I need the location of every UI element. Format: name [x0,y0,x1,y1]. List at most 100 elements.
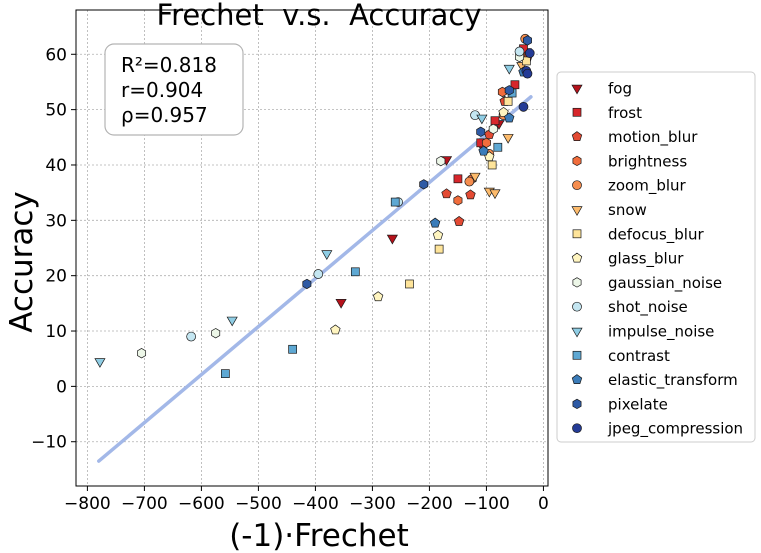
legend-entry-snow: snow [571,201,647,219]
point-jpeg-compression [522,68,533,79]
point-motion-blur [453,215,465,226]
y-axis-label: Accuracy [4,191,40,333]
x-tick-label: −300 [349,494,396,514]
stat-r-squared: R²=0.818 [121,53,217,77]
legend-entry-defocus-blur: defocus_blur [572,225,704,244]
legend-marker [572,155,582,167]
legend-label: impulse_noise [608,323,714,342]
legend-label: pixelate [608,395,668,413]
point-brightness [453,195,463,206]
legend-entry-brightness: brightness [572,152,687,170]
point-pixelate [302,278,312,290]
y-tick-label: −10 [31,433,67,453]
x-tick-label: 0 [538,494,549,514]
point-snow [469,172,481,183]
legend-marker [571,84,583,95]
point-gaussian-noise [436,155,446,167]
x-tick-label: −200 [406,494,453,514]
legend-label: motion_blur [608,128,698,147]
legend-label: shot_noise [608,298,688,317]
point-contrast [288,344,297,354]
point-gaussian-noise [137,348,147,359]
legend-label: gaussian_noise [608,274,722,293]
y-tick-label: 0 [56,377,67,397]
point-jpeg-compression [518,102,529,112]
point-pixelate [504,85,514,96]
point-impulse-noise [476,114,488,125]
point-impulse-noise [321,250,333,260]
point-shot-noise [514,46,525,57]
point-brightness [481,137,491,148]
point-defocus-blur [405,279,414,289]
point-jpeg-compression [524,48,535,59]
point-defocus-blur [521,56,531,66]
y-tick-label: 20 [45,267,67,287]
legend-entry-motion-blur: motion_blur [571,128,698,147]
point-defocus-blur [503,96,513,106]
legend-marker [571,252,583,263]
point-contrast [350,267,360,277]
point-contrast [221,369,230,378]
point-gaussian-noise [211,328,221,339]
x-axis-label: (-1)·Frechet [229,518,409,553]
point-snow [502,134,514,144]
stat-pearson-r: r=0.904 [121,78,203,102]
legend-marker [571,374,583,384]
point-motion-blur [441,188,452,199]
legend-marker [572,107,582,117]
point-glass-blur [432,229,444,240]
chart-title: Frechet v.s. Accuracy [157,0,482,32]
legend-entry-contrast: contrast [572,347,670,365]
legend-marker [571,327,583,338]
legend-entry-zoom-blur: zoom_blur [572,177,687,196]
point-fog [335,299,347,309]
point-contrast [390,197,400,207]
x-tick-label: −700 [121,494,168,514]
legend-entry-shot-noise: shot_noise [572,298,688,317]
point-elastic-transform [478,145,489,156]
point-impulse-noise [503,64,515,75]
legend-entry-gaussian-noise: gaussian_noise [572,274,722,293]
plot-frame [75,9,549,487]
stats-box: R²=0.818 r=0.904 ρ=0.957 [104,43,244,136]
legend-entry-elastic-transform: elastic_transform [571,371,738,390]
point-contrast [493,142,503,152]
point-pixelate [419,179,429,190]
legend-label: defocus_blur [608,225,704,244]
legend-label: snow [608,201,647,219]
point-impulse-noise [94,358,106,368]
legend-entry-fog: fog [571,80,632,98]
point-shot-noise [313,269,324,279]
legend-entry-glass-blur: glass_blur [571,250,684,269]
point-defocus-blur [487,160,497,170]
x-tick-label: −800 [64,494,111,514]
legend-marker [572,180,582,191]
x-tick-label: −400 [292,494,339,514]
legend-marker [572,398,582,410]
x-tick-label: −500 [235,494,282,514]
point-elastic-transform [429,217,441,228]
legend-marker [572,423,582,434]
point-pixelate [523,35,532,46]
x-tick-label: −600 [178,494,225,514]
point-fog [386,234,398,245]
point-frost [453,174,463,184]
point-zoom-blur [464,176,475,187]
legend-entry-impulse-noise: impulse_noise [571,323,714,342]
point-gaussian-noise [488,123,498,135]
legend-label: frost [608,104,642,122]
legend-label: contrast [608,347,670,365]
legend-label: fog [608,80,632,98]
point-snow [489,189,501,200]
legend-label: glass_blur [608,250,684,269]
point-defocus-blur [434,244,444,254]
legend-marker [571,131,583,141]
legend-entry-frost: frost [572,104,642,122]
legend-label: zoom_blur [608,177,687,196]
legend-marker [572,229,582,239]
legend-label: elastic_transform [608,371,738,390]
gridlines [76,10,548,486]
legend-marker [571,206,583,216]
data-points [94,33,535,378]
